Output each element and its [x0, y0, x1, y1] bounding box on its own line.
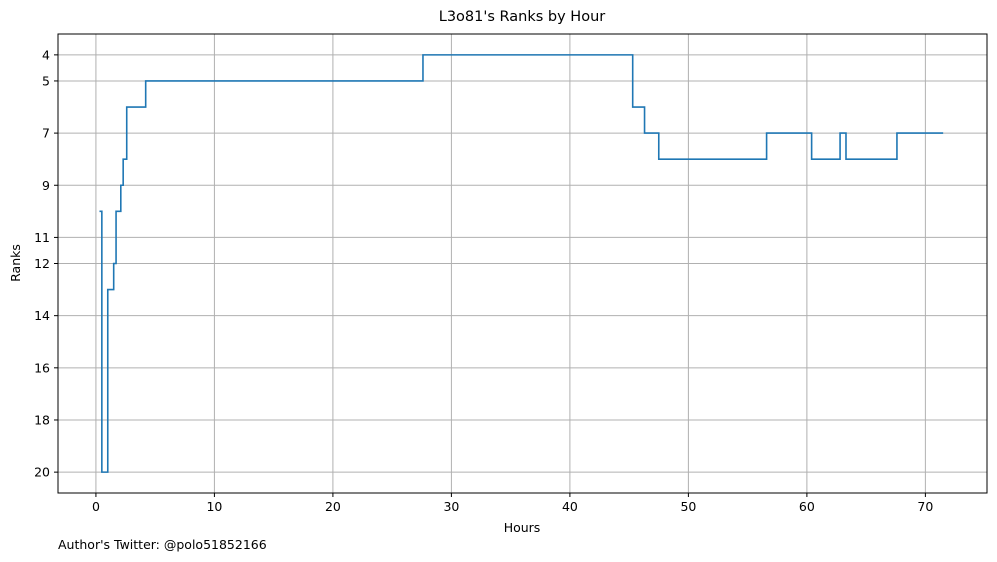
- x-tick-label-5: 50: [680, 499, 696, 514]
- y-tick-label-8: 18: [34, 412, 50, 427]
- y-tick-label-2: 7: [42, 126, 50, 141]
- y-tick-label-7: 16: [34, 360, 50, 375]
- x-ticks: 0 10 20 30 40 50 60 70: [92, 493, 933, 514]
- y-tick-label-5: 12: [34, 256, 50, 271]
- x-tick-label-3: 30: [443, 499, 459, 514]
- chart-title: L3o81's Ranks by Hour: [439, 9, 606, 25]
- x-tick-label-7: 70: [917, 499, 933, 514]
- y-tick-label-9: 20: [34, 465, 50, 480]
- y-ticks: 4 5 7 9 11 12 14 16 18 20: [34, 47, 58, 480]
- grid: [58, 34, 987, 493]
- series-line-0: [99, 54, 944, 473]
- y-axis-label: Ranks: [8, 244, 23, 282]
- y-tick-label-0: 4: [42, 47, 50, 62]
- y-tick-label-4: 11: [34, 230, 50, 245]
- y-tick-label-1: 5: [42, 73, 50, 88]
- y-tick-label-3: 9: [42, 178, 50, 193]
- x-tick-label-6: 60: [799, 499, 815, 514]
- x-tick-label-4: 40: [562, 499, 578, 514]
- series-layer: [99, 54, 944, 473]
- author-credit: Author's Twitter: @polo51852166: [58, 537, 267, 552]
- x-tick-label-0: 0: [92, 499, 100, 514]
- x-tick-label-2: 20: [325, 499, 341, 514]
- y-tick-label-6: 14: [34, 308, 50, 323]
- x-axis-label: Hours: [504, 520, 541, 535]
- x-tick-label-1: 10: [206, 499, 222, 514]
